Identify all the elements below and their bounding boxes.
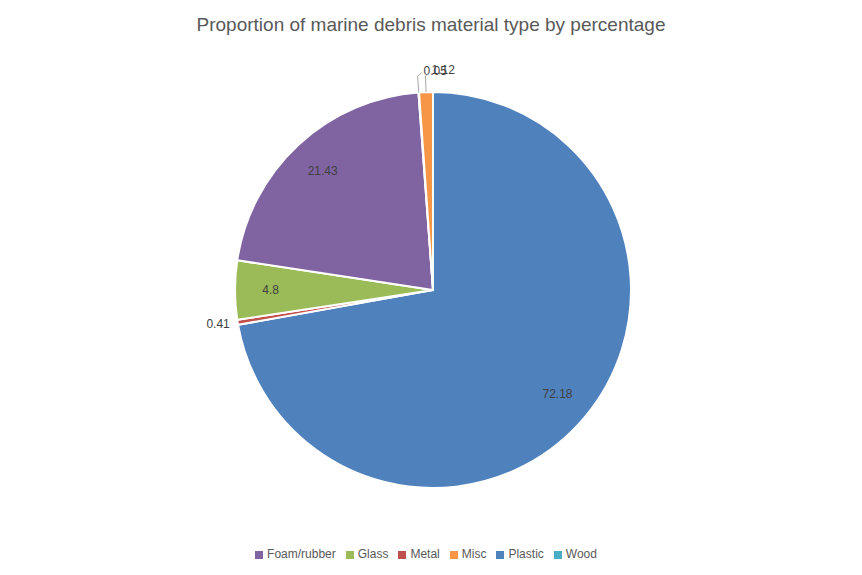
html-text:Proportion of marine debris ma: Proportion of marine debris material typ… xyxy=(196,14,666,35)
html-text:Misc: Misc xyxy=(461,547,487,561)
html-text:Metal: Metal xyxy=(410,547,440,561)
html-text:Plastic: Plastic xyxy=(508,547,544,561)
svg-text:0.41: 0.41 xyxy=(206,317,230,331)
svg-text:4.8: 4.8 xyxy=(262,283,279,297)
html-text:Glass: Glass xyxy=(357,547,389,561)
html-text:Wood: Wood xyxy=(565,547,597,561)
svg-text:1.12: 1.12 xyxy=(431,63,455,77)
svg-text:72.18: 72.18 xyxy=(542,387,572,401)
html-text:Foam/rubber: Foam/rubber xyxy=(267,547,336,561)
svg-text:21.43: 21.43 xyxy=(308,164,338,178)
